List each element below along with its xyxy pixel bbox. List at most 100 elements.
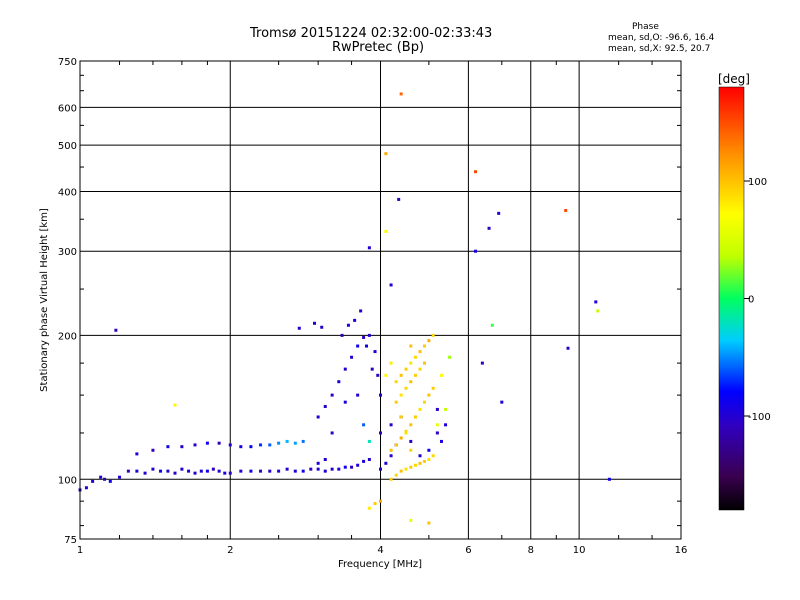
data-point-o xyxy=(118,475,122,479)
data-point-x xyxy=(399,393,403,397)
y-tick-labels: 75 100 200 300 400 500 600 750 xyxy=(58,57,77,546)
data-point-o xyxy=(217,441,221,445)
data-point-o xyxy=(301,469,305,473)
data-point-x xyxy=(404,431,408,435)
x-tick-label: 16 xyxy=(675,545,688,556)
data-point-o xyxy=(330,431,334,435)
data-point-o xyxy=(362,335,366,339)
data-point-x xyxy=(384,229,388,233)
data-point-o xyxy=(293,469,297,473)
data-point-o xyxy=(114,328,118,332)
data-point-x xyxy=(399,92,403,96)
data-point-o xyxy=(440,439,444,443)
data-point-o xyxy=(211,467,215,471)
data-point-o xyxy=(187,469,191,473)
data-point-x xyxy=(389,448,393,452)
x-tick-label: 8 xyxy=(528,545,534,556)
x-tick-label: 1 xyxy=(77,545,83,556)
data-point-x xyxy=(384,373,388,377)
data-point-o xyxy=(99,475,103,479)
data-point-o xyxy=(91,479,95,483)
data-point-x xyxy=(427,339,431,343)
data-point-o xyxy=(379,467,382,471)
data-point-x xyxy=(444,407,448,411)
data-point-o xyxy=(356,344,360,348)
data-point-o xyxy=(389,454,393,458)
data-point-o xyxy=(343,400,347,404)
data-point-x xyxy=(427,457,431,461)
data-point-o xyxy=(340,333,344,337)
data-point-x xyxy=(409,423,413,427)
data-point-o xyxy=(135,469,139,473)
phase-stats-title: Phase xyxy=(632,22,659,32)
y-tick-label: 600 xyxy=(58,103,77,114)
y-tick-label: 100 xyxy=(58,475,77,486)
data-point-o xyxy=(566,346,570,350)
data-point-o xyxy=(350,355,354,359)
data-point-o xyxy=(173,471,177,475)
data-point-o xyxy=(199,469,203,473)
data-point-o xyxy=(285,467,289,471)
data-point-o xyxy=(330,393,334,397)
data-point-o xyxy=(309,467,313,471)
data-point-x xyxy=(440,373,444,377)
data-point-o xyxy=(356,463,360,467)
data-point-x xyxy=(409,344,413,348)
data-point-o xyxy=(239,469,243,473)
data-point-x xyxy=(384,152,388,156)
data-point-x xyxy=(394,443,398,447)
data-point-x xyxy=(399,436,403,440)
data-point-o xyxy=(259,443,263,447)
data-point-x xyxy=(596,309,600,313)
data-point-o xyxy=(594,300,598,304)
data-point-x xyxy=(404,367,408,371)
data-point-o xyxy=(277,441,281,445)
data-point-o xyxy=(316,461,320,465)
data-point-o xyxy=(151,467,155,471)
data-point-x xyxy=(409,465,413,469)
data-point-o xyxy=(285,439,289,443)
y-tick-label: 400 xyxy=(58,187,77,198)
data-point-x xyxy=(399,415,403,419)
data-point-x xyxy=(418,461,422,465)
x-tick-label: 6 xyxy=(465,545,471,556)
data-point-x xyxy=(409,448,413,452)
data-point-o xyxy=(435,431,439,435)
data-point-o xyxy=(323,469,327,473)
data-point-o xyxy=(323,457,327,461)
data-point-o xyxy=(205,469,209,473)
data-points xyxy=(78,92,611,525)
data-point-o xyxy=(607,477,611,481)
data-point-o xyxy=(500,400,504,404)
colorbar-label: [deg] xyxy=(718,72,750,86)
data-point-x xyxy=(389,361,393,365)
data-point-o xyxy=(367,246,371,250)
data-point-x xyxy=(422,344,426,348)
data-point-o xyxy=(362,423,366,427)
data-point-o xyxy=(389,283,393,287)
data-point-o xyxy=(108,479,112,483)
data-point-o xyxy=(249,469,253,473)
data-point-o xyxy=(409,439,413,443)
data-point-o xyxy=(343,465,347,469)
y-tick-label: 75 xyxy=(64,535,77,546)
data-point-o xyxy=(228,443,232,447)
data-point-o xyxy=(365,344,369,348)
data-point-o xyxy=(166,445,170,449)
data-point-o xyxy=(367,457,371,461)
data-point-o xyxy=(268,469,272,473)
data-point-x xyxy=(473,170,477,174)
data-point-o xyxy=(166,469,170,473)
y-axis-label: Stationary phase Virtual Height [km] xyxy=(39,208,50,392)
data-point-o xyxy=(312,321,316,325)
data-point-x xyxy=(435,423,439,427)
data-point-o xyxy=(379,393,382,397)
data-point-o xyxy=(259,469,263,473)
data-point-x xyxy=(418,350,422,354)
data-point-o xyxy=(126,469,130,473)
x-tick-label: 2 xyxy=(227,545,233,556)
data-point-o xyxy=(384,461,388,465)
data-point-o xyxy=(84,486,88,490)
data-point-o xyxy=(297,326,301,330)
